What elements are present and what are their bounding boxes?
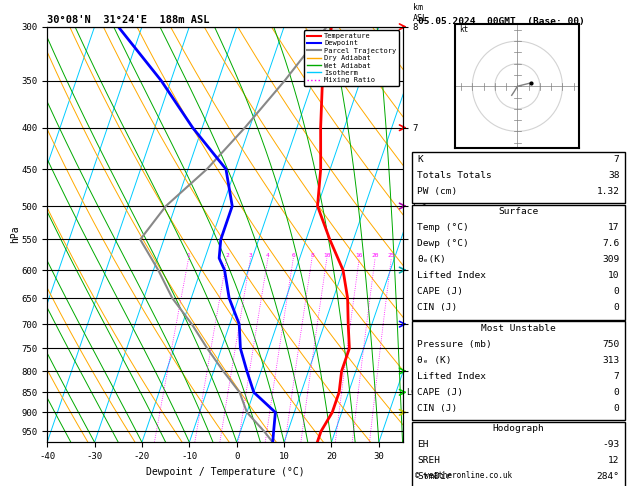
Text: 0: 0 <box>614 388 620 397</box>
Text: CAPE (J): CAPE (J) <box>417 388 463 397</box>
Text: 7: 7 <box>614 372 620 381</box>
Text: Totals Totals: Totals Totals <box>417 171 492 180</box>
Text: Temp (°C): Temp (°C) <box>417 223 469 232</box>
Text: 0: 0 <box>614 404 620 413</box>
Text: Lifted Index: Lifted Index <box>417 271 486 280</box>
Text: CIN (J): CIN (J) <box>417 404 457 413</box>
Text: 25: 25 <box>387 253 395 258</box>
Text: 0: 0 <box>614 287 620 296</box>
Text: 313: 313 <box>603 356 620 365</box>
Text: Pressure (mb): Pressure (mb) <box>417 340 492 349</box>
Text: 7.6: 7.6 <box>603 239 620 248</box>
Text: 2: 2 <box>225 253 229 258</box>
Text: CAPE (J): CAPE (J) <box>417 287 463 296</box>
Text: 7: 7 <box>614 155 620 164</box>
Text: 4: 4 <box>266 253 270 258</box>
Text: -93: -93 <box>603 440 620 450</box>
Text: 1: 1 <box>187 253 191 258</box>
Text: K: K <box>417 155 423 164</box>
Text: StmDir: StmDir <box>417 472 452 482</box>
Text: 1.32: 1.32 <box>596 187 620 196</box>
Text: 16: 16 <box>355 253 363 258</box>
Text: 38: 38 <box>608 171 620 180</box>
Y-axis label: Mixing Ratio (g/kg): Mixing Ratio (g/kg) <box>420 183 430 286</box>
Text: 10: 10 <box>323 253 331 258</box>
Text: Most Unstable: Most Unstable <box>481 324 555 333</box>
Text: 30°08'N  31°24'E  188m ASL: 30°08'N 31°24'E 188m ASL <box>47 15 209 25</box>
Text: 17: 17 <box>608 223 620 232</box>
Text: © weatheronline.co.uk: © weatheronline.co.uk <box>415 471 512 480</box>
Text: 284°: 284° <box>596 472 620 482</box>
Text: SREH: SREH <box>417 456 440 466</box>
Text: km
ASL: km ASL <box>413 3 428 22</box>
Text: EH: EH <box>417 440 428 450</box>
Text: PW (cm): PW (cm) <box>417 187 457 196</box>
Text: Dewp (°C): Dewp (°C) <box>417 239 469 248</box>
Text: 10: 10 <box>608 271 620 280</box>
Text: 309: 309 <box>603 255 620 264</box>
Text: kt: kt <box>459 25 468 34</box>
X-axis label: Dewpoint / Temperature (°C): Dewpoint / Temperature (°C) <box>145 467 304 477</box>
Text: 20: 20 <box>371 253 379 258</box>
Text: 750: 750 <box>603 340 620 349</box>
Y-axis label: hPa: hPa <box>10 226 20 243</box>
Text: Surface: Surface <box>498 207 538 216</box>
Text: Hodograph: Hodograph <box>493 424 544 434</box>
Text: 8: 8 <box>310 253 314 258</box>
Text: θₑ(K): θₑ(K) <box>417 255 446 264</box>
Text: CIN (J): CIN (J) <box>417 303 457 312</box>
Text: 0: 0 <box>614 303 620 312</box>
Text: 12: 12 <box>608 456 620 466</box>
Text: Lifted Index: Lifted Index <box>417 372 486 381</box>
Text: 3: 3 <box>248 253 252 258</box>
Text: 05.05.2024  00GMT  (Base: 00): 05.05.2024 00GMT (Base: 00) <box>418 17 585 26</box>
Text: 6: 6 <box>291 253 295 258</box>
Text: LCL: LCL <box>406 388 421 397</box>
Legend: Temperature, Dewpoint, Parcel Trajectory, Dry Adiabat, Wet Adiabat, Isotherm, Mi: Temperature, Dewpoint, Parcel Trajectory… <box>304 30 399 86</box>
Text: θₑ (K): θₑ (K) <box>417 356 452 365</box>
